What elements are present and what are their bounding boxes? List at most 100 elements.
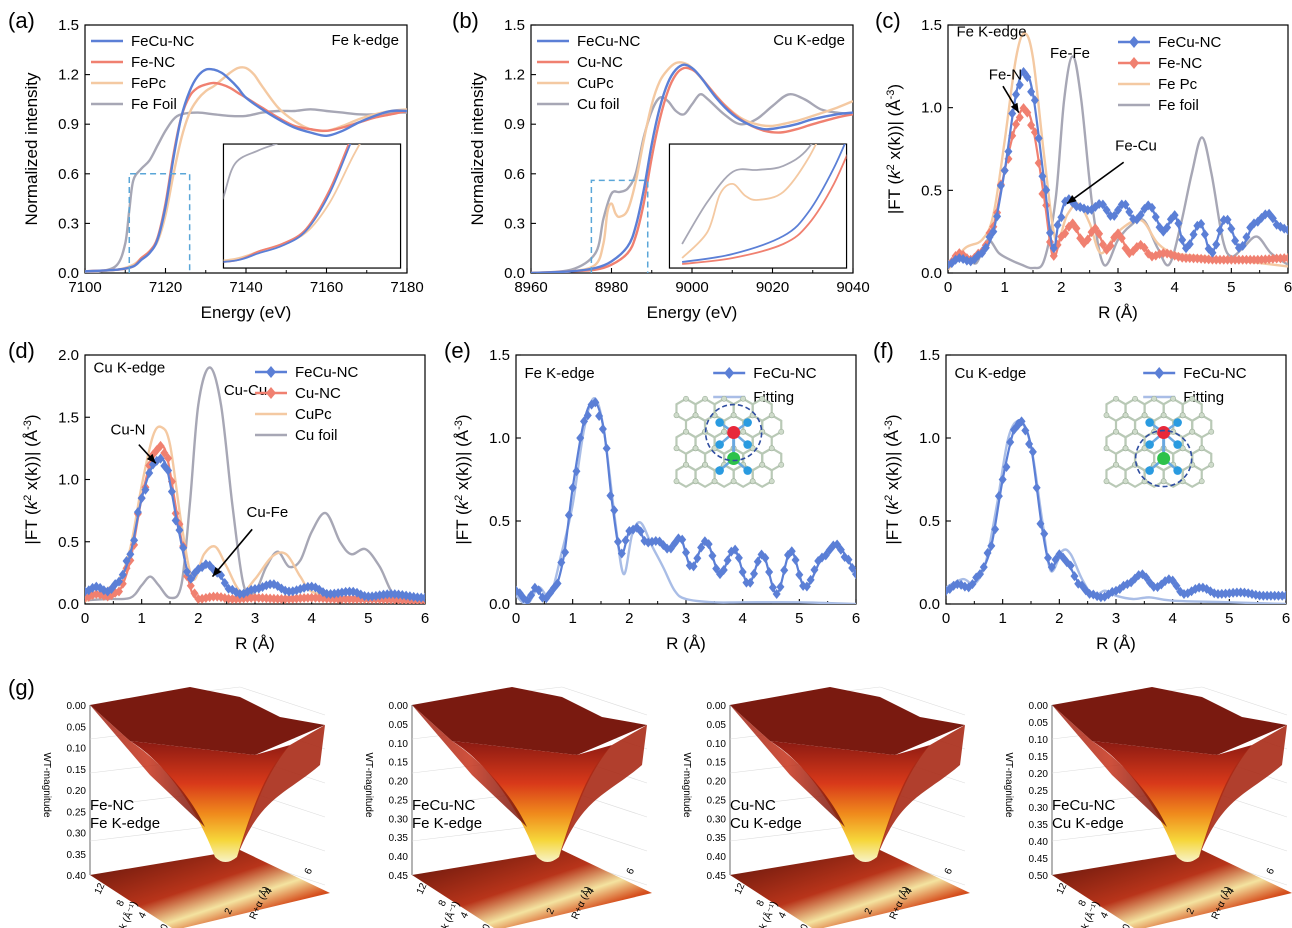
data-point-Fe-NC [1023, 107, 1032, 118]
structure-inset [1103, 395, 1215, 489]
data-point-FeCu-NC [402, 590, 411, 601]
x-tick-label: 7160 [310, 279, 343, 296]
data-point-FeCu-NC [1172, 580, 1181, 591]
arrow-line [1066, 161, 1125, 205]
data-point-FeCu-NC [1153, 582, 1162, 593]
z-axis-label: WT-magnitude [41, 752, 52, 817]
copper-atom [727, 452, 741, 466]
data-point-FeCu-NC [583, 410, 592, 421]
data-point-FeCu-NC [572, 466, 581, 477]
y-axis-label: |FT (k2 x(k))| (Å-3) [883, 414, 902, 544]
data-point-FeCu-NC [976, 569, 984, 580]
data-point-FeCu-NC [787, 546, 796, 557]
r-tick-label: 4 [903, 886, 916, 896]
peak-annotation: Fe-Cu [1115, 138, 1157, 155]
data-point-Fe-NC [1284, 253, 1288, 264]
peak-annotation: Fe K-edge [525, 365, 595, 382]
r-tick-label: 6 [303, 866, 316, 876]
data-point-FeCu-NC [1025, 439, 1034, 450]
x-tick-label: 0 [942, 610, 950, 627]
data-point-FeCu-NC [133, 507, 142, 518]
data-point-FeCu-NC [738, 567, 747, 578]
z-tick-label: 0.25 [707, 795, 727, 806]
z-axis-label: WT-magnitude [1003, 752, 1014, 817]
data-point-Fe-NC [1091, 223, 1100, 234]
data-point-FeCu-NC [791, 555, 800, 566]
panel-label-g: (g) [8, 675, 35, 700]
data-point-FeCu-NC [164, 465, 173, 476]
z-tick-label: 0.35 [707, 833, 727, 844]
sample-label: Cu-NC [730, 797, 776, 814]
data-point-FeCu-NC [996, 180, 1005, 191]
data-point-FeCu-NC [1030, 95, 1039, 106]
x-tick-label: 2 [1055, 610, 1063, 627]
data-point-FeCu-NC [421, 592, 425, 603]
legend-entry: Fe Foil [131, 96, 177, 113]
data-point-FeCu-NC [1032, 482, 1041, 493]
k-tick-label: 12 [1055, 881, 1070, 896]
y-tick-label: 0.6 [58, 166, 79, 183]
nitrogen-atom [1173, 466, 1182, 475]
data-point-FeCu-NC [1121, 199, 1130, 210]
inset-line-FeCu-NC [681, 144, 846, 263]
wavelet-surface [452, 741, 612, 862]
data-point-FeCu-NC [1036, 518, 1045, 529]
panel-f: (f) 0 1 2 3 4 5 6 0.0 0.5 1.0 1.5 R (Å) |FT (k2 x(k))… [873, 338, 1290, 653]
k-tick-label: 12 [415, 881, 430, 896]
data-point-FeCu-NC [734, 552, 743, 563]
k-tick-label: 8 [1077, 898, 1090, 908]
inset-line-Cu-NC [681, 153, 847, 265]
y-tick-label: 1.5 [919, 347, 940, 364]
z-tick-label: 0.35 [1029, 820, 1049, 831]
arrow-line [211, 528, 253, 578]
data-point-FeCu-NC [1015, 79, 1024, 90]
legend-entry: FeCu-NC [295, 364, 359, 381]
edge-label: Cu K-edge [730, 815, 802, 832]
data-point-FeCu-NC [1059, 552, 1068, 563]
r-tick-label: 4 [585, 886, 598, 896]
data-point-FeCu-NC [1008, 108, 1017, 119]
data-point-FeCu-NC [983, 547, 992, 558]
z-tick-label: 0.05 [389, 720, 409, 731]
data-point-FeCu-NC [126, 549, 135, 560]
data-point-Cu-NC [156, 440, 165, 451]
data-point-FeCu-NC [353, 587, 361, 598]
data-point-FeCu-NC [115, 576, 123, 587]
nitrogen-atom [743, 440, 752, 449]
wavelet-plot: 0.00 0.05 0.10 0.15 0.20 0.25 0.30 0.35 0.40 0.45… [363, 686, 652, 928]
data-point-FeCu-NC [553, 578, 562, 589]
legend-entry: CuPc [577, 75, 614, 92]
z-tick-label: 0.40 [67, 871, 87, 882]
data-point-FeCu-NC [580, 416, 588, 427]
data-point-FeCu-NC [836, 544, 845, 555]
x-tick-label: 3 [1112, 610, 1120, 627]
y-tick-label: 0.0 [58, 265, 79, 282]
x-tick-label: 7140 [229, 279, 262, 296]
y-tick-label: 0.0 [58, 596, 79, 613]
data-point-Fe-NC [1049, 250, 1058, 261]
data-point-FeCu-NC [979, 562, 988, 573]
data-point-FeCu-NC [697, 542, 706, 553]
data-point-FeCu-NC [987, 540, 996, 551]
coordination-highlight [704, 403, 763, 462]
data-point-FeCu-NC [379, 589, 388, 600]
x-tick-label: 3 [1114, 279, 1122, 296]
data-point-FeCu-NC [564, 510, 573, 521]
nitrogen-atom [715, 440, 724, 449]
data-point-FeCu-NC [1240, 587, 1249, 598]
surface-top [90, 687, 325, 755]
z-tick-label: 0.05 [707, 720, 727, 731]
copper-atom [1157, 452, 1171, 466]
data-point-FeCu-NC [723, 555, 732, 566]
peak-annotation: Fe-N [989, 67, 1022, 84]
data-point-FeCu-NC [1284, 225, 1288, 236]
data-point-FeCu-NC [1046, 227, 1054, 238]
z-tick-label: 0.00 [67, 701, 87, 712]
z-tick-label: 0.45 [707, 871, 727, 882]
data-point-Fe-NC [1061, 228, 1070, 239]
data-point-FeCu-NC [678, 534, 687, 545]
data-point-Fe-NC [1083, 234, 1092, 245]
legend: FeCu-NC Cu-NC CuPc Cu foil [537, 33, 641, 113]
data-point-FeCu-NC [981, 242, 990, 253]
data-point-Cu-NC [213, 591, 222, 602]
